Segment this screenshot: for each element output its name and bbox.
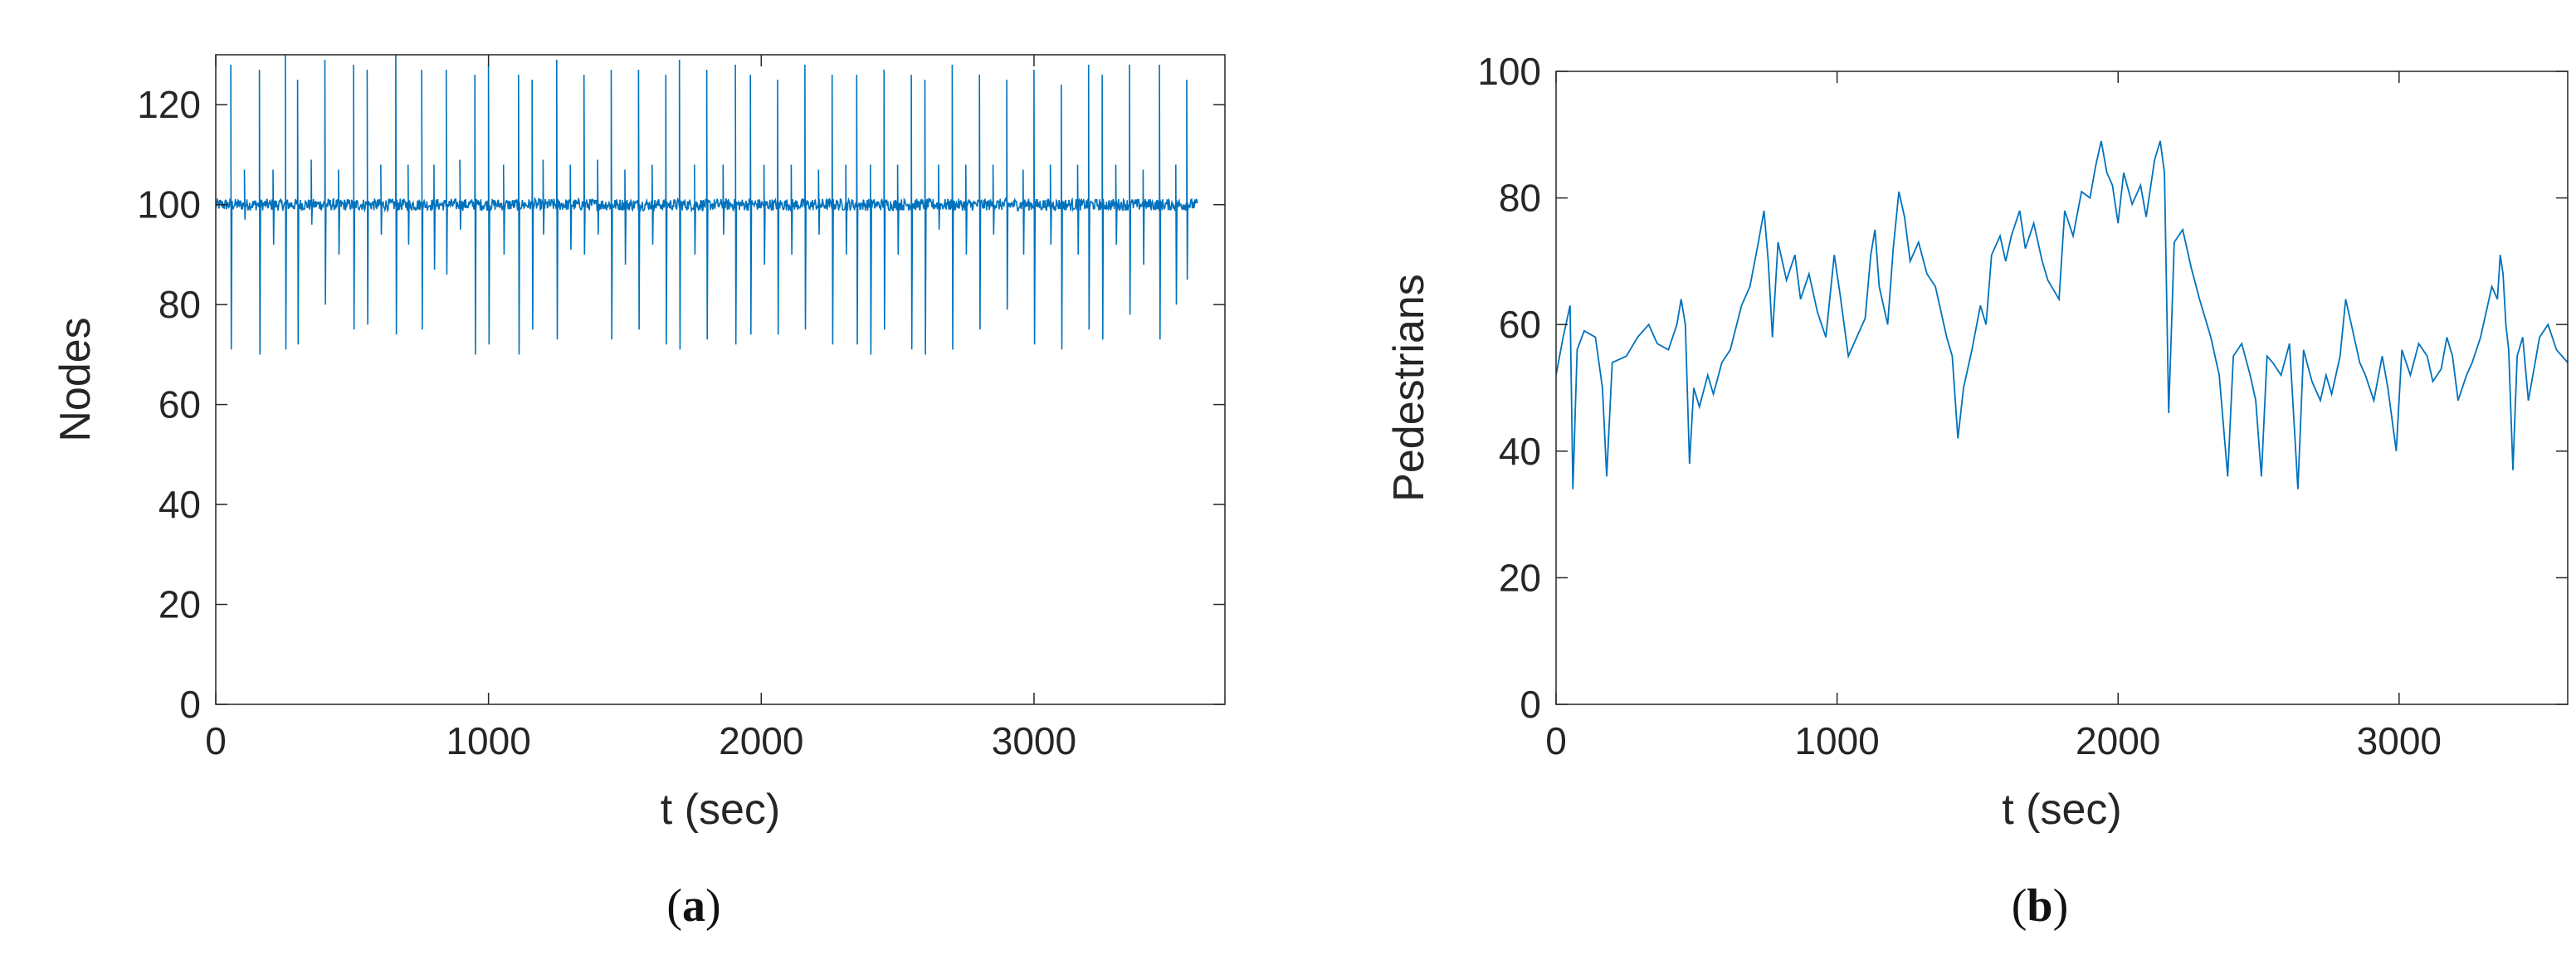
x-tick-label-a: 0 — [205, 719, 227, 762]
y-tick-label-b: 100 — [1477, 50, 1541, 93]
y-tick-label-b: 20 — [1499, 556, 1541, 599]
y-tick-label-a: 40 — [159, 483, 201, 526]
x-axis-label-a: t (sec) — [661, 786, 780, 834]
y-tick-label-b: 40 — [1499, 430, 1541, 473]
series-line-b — [1556, 140, 2568, 489]
x-axis-label-b: t (sec) — [2002, 786, 2121, 834]
y-tick-label-a: 120 — [137, 83, 201, 126]
x-tick-label-b: 1000 — [1794, 719, 1879, 762]
y-axis-label-a: Nodes — [51, 317, 100, 441]
caption-a-letter: a — [682, 880, 705, 932]
x-tick-label-a: 3000 — [992, 719, 1076, 762]
caption-a: (a) — [666, 880, 721, 932]
axes-box-b — [1555, 71, 2569, 705]
y-tick-label-a: 0 — [179, 683, 201, 726]
y-tick-label-a: 80 — [159, 283, 201, 326]
x-tick-label-a: 2000 — [719, 719, 803, 762]
y-axis-label-b: Pedestrians — [1385, 274, 1433, 502]
x-tick-label-b: 3000 — [2357, 719, 2442, 762]
y-tick-label-a: 20 — [159, 583, 201, 626]
y-tick-label-a: 60 — [159, 383, 201, 426]
caption-b: (b) — [2011, 880, 2069, 932]
x-tick-label-b: 0 — [1545, 719, 1567, 762]
y-tick-label-b: 60 — [1499, 303, 1541, 346]
y-tick-label-b: 80 — [1499, 177, 1541, 220]
y-tick-label-a: 100 — [137, 183, 201, 226]
chart-a: 0 1000 2000 3000 0 20 40 60 80 100 120 t (sec) Nodes — [51, 54, 1226, 834]
caption-b-letter: b — [2027, 880, 2053, 932]
y-tick-label-b: 0 — [1520, 683, 1541, 726]
x-tick-label-b: 2000 — [2076, 719, 2160, 762]
x-tick-label-a: 1000 — [446, 719, 530, 762]
series-line-a — [216, 55, 1198, 355]
axes-box-a — [215, 54, 1226, 705]
chart-b: 0 1000 2000 3000 0 20 40 60 80 100 t (sec) Pedestri… — [1385, 50, 2569, 834]
